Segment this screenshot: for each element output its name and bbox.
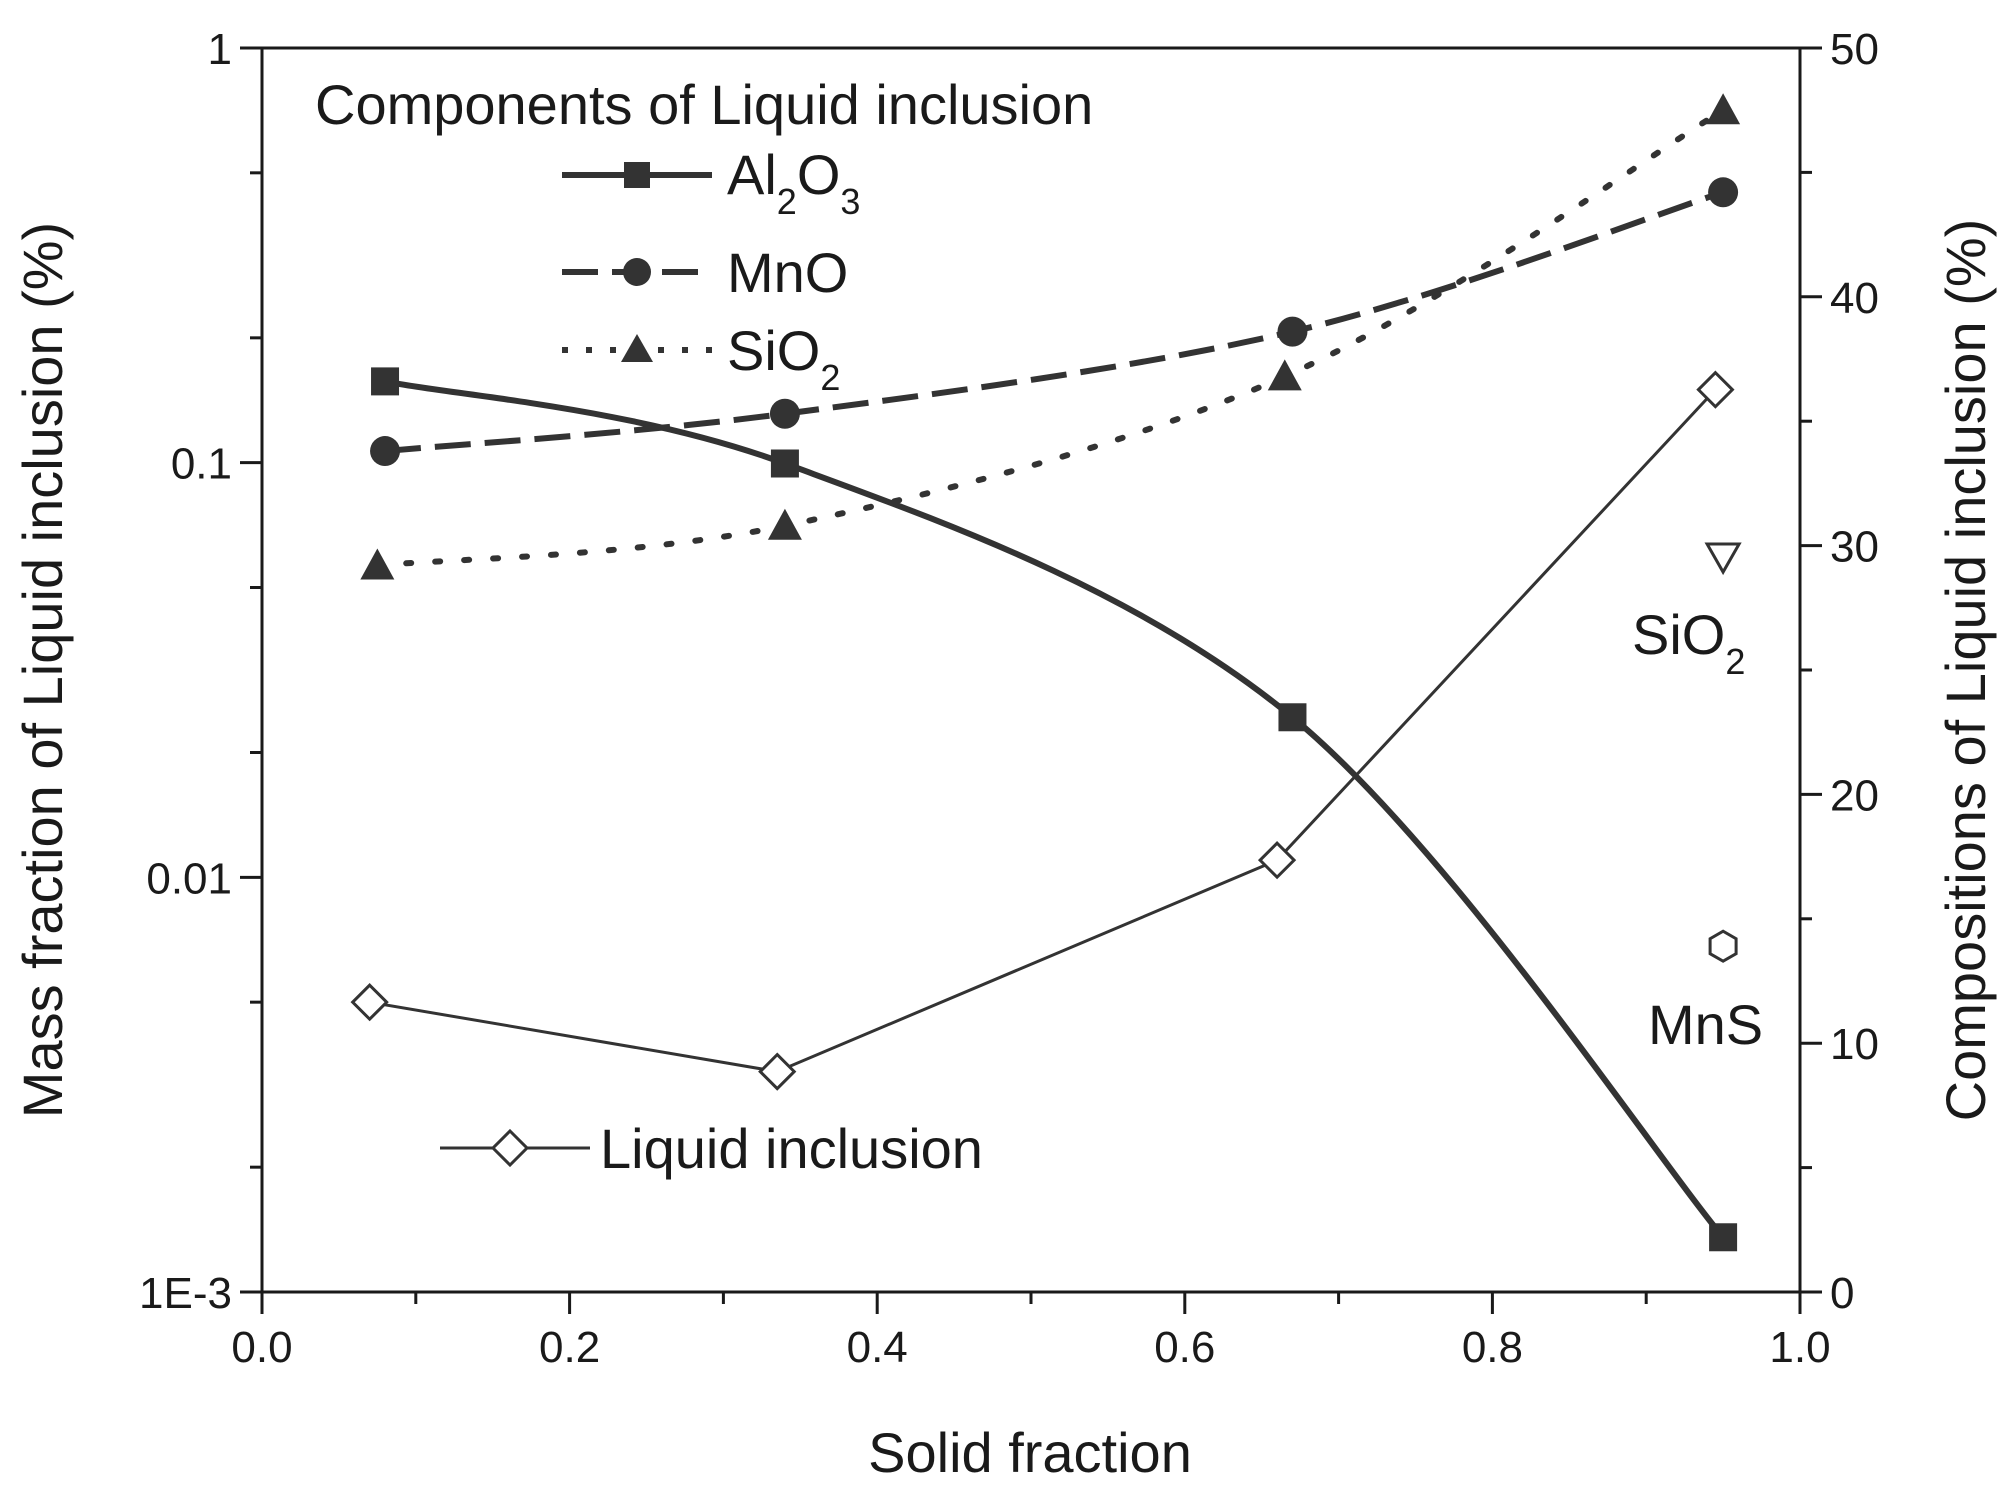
data-point-mno: [769, 398, 800, 429]
series-line-liquid-inclusion: [369, 388, 1717, 1074]
x-tick-label: 0.8: [1462, 1323, 1523, 1372]
data-point-sio2: [360, 548, 395, 580]
left-tick-label: 1E-3: [139, 1269, 232, 1318]
data-point-mno: [370, 436, 401, 467]
data-point-liquid-inclusion: [1696, 370, 1735, 409]
series-line-mno: [384, 189, 1725, 455]
data-point-liquid-inclusion: [350, 983, 389, 1022]
right-tick-label: 10: [1830, 1020, 1879, 1069]
data-point-sio2: [1706, 93, 1741, 125]
data-point-mno: [1277, 316, 1308, 347]
data-point-liquid-inclusion: [1257, 841, 1297, 880]
annotation-sio2-marker: [1704, 542, 1742, 576]
series-lines: [369, 107, 1727, 1240]
annotation-sio2-label: SiO2: [1632, 603, 1745, 682]
left-tick-label: 1: [208, 25, 232, 74]
right-tick-label: 40: [1830, 274, 1879, 323]
data-point-mno: [1708, 177, 1739, 208]
y-right-axis-title: Compositions of Liquid inclusion (%): [1934, 219, 1997, 1122]
data-point-liquid-inclusion: [758, 1052, 797, 1091]
data-point-sio2: [767, 508, 802, 540]
legend-mno-label: MnO: [727, 241, 848, 304]
data-point-sio2: [1267, 359, 1302, 391]
right-tick-label: 0: [1830, 1269, 1854, 1318]
ticks: [240, 46, 1822, 1314]
legend-al2o3-label: Al2O3: [727, 143, 860, 222]
legend-mno-marker: [623, 258, 651, 286]
legend-liquid-marker: [490, 1128, 530, 1168]
right-tick-label: 20: [1830, 771, 1879, 820]
x-tick-label: 0.6: [1154, 1323, 1215, 1372]
legend-sio2-marker: [621, 334, 653, 362]
right-tick-label: 50: [1830, 25, 1879, 74]
y-left-axis-title: Mass fraction of Liquid inclusion (%): [11, 222, 74, 1118]
tick-labels: 0.0 0.2 0.4 0.6 0.8 1.0 1 0.1 0.01 1E-3 50 40 30 20 10…: [139, 25, 1879, 1372]
legend-sio2-label: SiO2: [727, 319, 840, 398]
annotation-mns-label: MnS: [1648, 993, 1763, 1056]
legend-al2o3-marker: [624, 162, 650, 188]
right-tick-label: 30: [1830, 523, 1879, 572]
x-axis-title: Solid fraction: [868, 1421, 1192, 1484]
data-point-al2o3: [371, 367, 400, 396]
legend-title: Components of Liquid inclusion: [315, 73, 1093, 136]
series-line-al2o3: [384, 378, 1726, 1240]
x-tick-label: 1.0: [1769, 1323, 1830, 1372]
legend-liquid-label: Liquid inclusion: [600, 1117, 983, 1180]
x-tick-label: 0.0: [231, 1323, 292, 1372]
data-point-al2o3: [770, 449, 799, 478]
x-tick-label: 0.2: [539, 1323, 600, 1372]
x-tick-label: 0.4: [847, 1323, 908, 1372]
annotations: SiO2 MnS: [1632, 542, 1763, 1056]
series-line-sio2: [374, 107, 1727, 569]
data-point-al2o3: [1709, 1223, 1738, 1252]
series-markers: [350, 93, 1741, 1252]
left-tick-label: 0.01: [146, 854, 232, 903]
data-point-al2o3: [1278, 703, 1307, 732]
left-tick-label: 0.1: [171, 440, 232, 489]
annotation-mns-marker: [1708, 929, 1738, 963]
